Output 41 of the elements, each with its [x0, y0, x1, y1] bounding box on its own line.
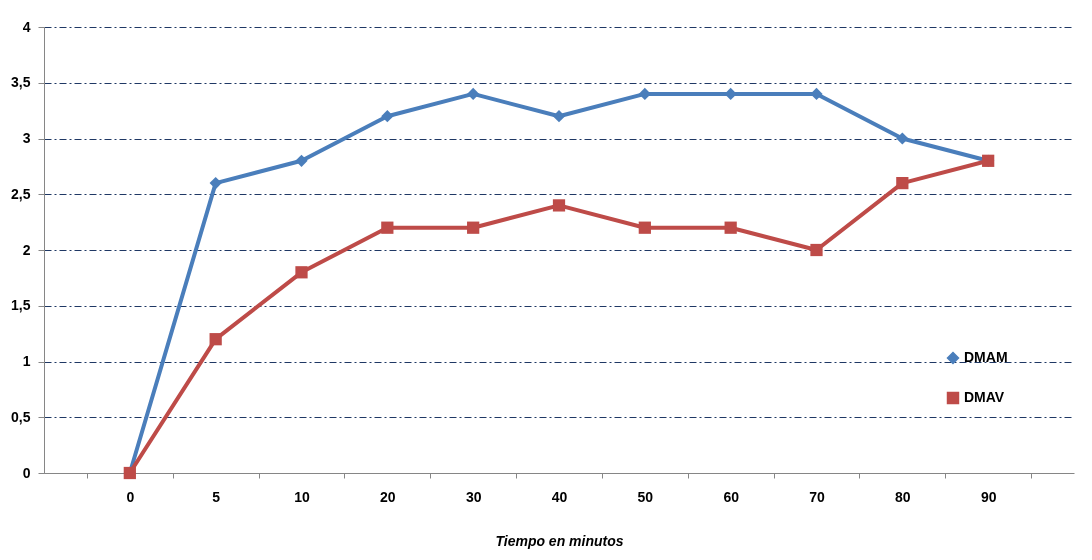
x-axis-title: Tiempo en minutos	[495, 532, 624, 549]
y-tick-label: 2,5	[11, 185, 31, 202]
x-tick-label: 0	[126, 488, 135, 505]
x-tick-label: 50	[637, 488, 654, 505]
point	[467, 221, 480, 234]
point	[295, 266, 308, 279]
point	[724, 87, 737, 101]
point	[381, 110, 394, 123]
y-tick-label: 0,5	[11, 408, 31, 425]
point	[896, 132, 909, 145]
point	[295, 154, 308, 167]
point	[381, 221, 394, 234]
point	[467, 87, 480, 101]
x-tick-label: 5	[212, 488, 221, 505]
y-tick-label: 2	[22, 241, 31, 258]
y-tick-label: 4	[22, 18, 31, 35]
point	[552, 199, 566, 212]
x-tick-label: 60	[723, 488, 740, 505]
y-tick-label: 3	[22, 130, 31, 146]
x-tick-label: 30	[465, 488, 482, 505]
legend-label: DMAM	[964, 349, 1008, 365]
point	[810, 243, 823, 257]
x-tick-label: 70	[809, 488, 825, 505]
point	[810, 87, 823, 101]
legend-label: DMAV	[964, 389, 1005, 405]
y-tick-label: 1	[22, 353, 31, 369]
x-tick-label: 10	[294, 488, 310, 505]
x-tick-label: 40	[551, 488, 568, 505]
y-tick-label: 1,5	[11, 297, 31, 314]
y-tick-label: 0	[22, 464, 31, 481]
point	[552, 110, 566, 123]
point	[209, 176, 222, 190]
x-tick-label: 90	[980, 488, 997, 505]
x-tick-label: 80	[895, 488, 911, 505]
point	[724, 221, 737, 234]
point	[896, 176, 909, 190]
x-tick-label: 20	[380, 488, 396, 505]
point	[209, 333, 222, 346]
y-tick-label: 3,5	[11, 74, 31, 91]
point	[638, 87, 651, 101]
point	[638, 221, 651, 234]
